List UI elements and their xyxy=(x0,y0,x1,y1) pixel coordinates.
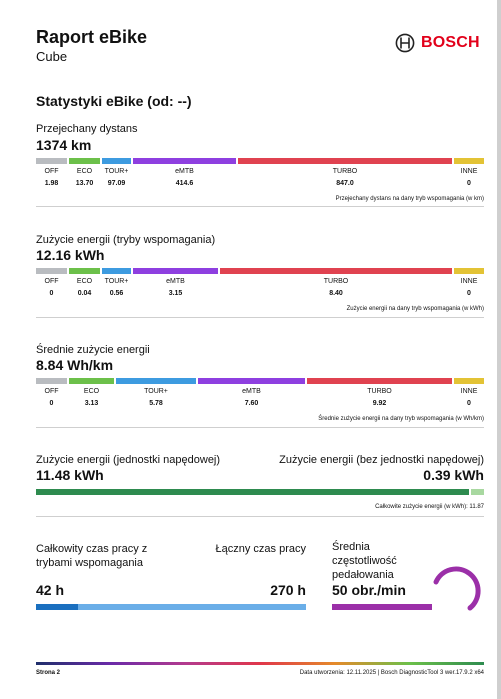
mode-label: ECO xyxy=(76,168,93,175)
mode-bar-inne xyxy=(454,158,484,164)
distance-caption: Przejechany dystans na dany tryb wspomag… xyxy=(335,196,484,202)
mode-bar-inne xyxy=(454,268,484,274)
divider xyxy=(36,516,484,517)
mode-bar-off xyxy=(36,158,67,164)
mode-label: TURBO xyxy=(367,388,392,395)
avg-energy-total: 8.84 Wh/km xyxy=(36,357,114,373)
mode-value: 8.40 xyxy=(329,290,343,297)
cadence-label-line3: pedałowania xyxy=(332,569,394,581)
mode-bar-turbo xyxy=(238,158,452,164)
divider xyxy=(36,427,484,428)
mode-bar-off xyxy=(36,268,67,274)
bosch-logo: BOSCH xyxy=(395,33,480,53)
non-drive-energy-bar xyxy=(471,489,484,495)
mode-value: 0 xyxy=(49,400,54,407)
avg-energy-label: Średnie zużycie energii xyxy=(36,344,150,356)
mode-label: TURBO xyxy=(332,168,358,175)
mode-value: 0 xyxy=(467,290,471,297)
cadence-value: 50 obr./min xyxy=(332,582,406,598)
cadence-gauge xyxy=(433,566,481,611)
mode-bar-turbo xyxy=(307,378,452,384)
mode-bar-eco xyxy=(69,268,100,274)
mode-value: 97.09 xyxy=(107,180,126,187)
mode-bar-emtb xyxy=(133,268,218,274)
footer-info: Data utworzenia: 12.11.2025 | Bosch Diag… xyxy=(299,670,484,676)
mode-bar-emtb xyxy=(198,378,305,384)
total-time-bar xyxy=(36,604,306,610)
mode-value: 0 xyxy=(467,400,471,407)
distance-label: Przejechany dystans xyxy=(36,123,138,135)
mode-label: TOUR+ xyxy=(144,388,168,395)
drive-energy-label: Zużycie energii (jednostki napędowej) xyxy=(36,454,221,466)
mode-label: TURBO xyxy=(323,278,349,285)
mode-bar-turbo xyxy=(220,268,452,274)
bike-name: Cube xyxy=(36,49,68,64)
distance-total: 1374 km xyxy=(36,137,92,153)
mode-label: eMTB xyxy=(175,168,194,175)
mode-bar-eco xyxy=(69,378,114,384)
mode-label: eMTB xyxy=(166,278,185,285)
cadence-bar xyxy=(332,604,432,610)
assist-time-value: 42 h xyxy=(36,582,65,598)
mode-bar-eco xyxy=(69,158,100,164)
assist-time-label-line1: Całkowity czas pracy z xyxy=(36,543,148,555)
total-time-value: 270 h xyxy=(270,582,306,598)
mode-bar-tourplus xyxy=(116,378,196,384)
bosch-armature-icon xyxy=(395,33,415,53)
non-drive-energy-value: 0.39 kWh xyxy=(423,467,484,483)
mode-value: 9.92 xyxy=(372,400,387,407)
mode-value: 0 xyxy=(467,180,471,187)
mode-label: OFF xyxy=(44,278,59,285)
mode-bar-tourplus xyxy=(102,268,131,274)
mode-bar-tourplus xyxy=(102,158,131,164)
total-energy-caption: Całkowite zużycie energii (w kWh): 11.87 xyxy=(375,504,484,510)
cadence-label-line2: częstotliwość xyxy=(332,555,397,567)
mode-value: 13.70 xyxy=(75,180,94,187)
divider xyxy=(36,317,484,318)
mode-label: INNE xyxy=(460,388,478,395)
page-number: Strona 2 xyxy=(36,670,61,676)
mode-label: INNE xyxy=(460,168,478,175)
energy-modes-total: 12.16 kWh xyxy=(36,247,105,263)
avg-energy-caption: Średnie zużycie energii na dany tryb wsp… xyxy=(318,416,484,422)
mode-bar-emtb xyxy=(133,158,236,164)
footer-color-line xyxy=(36,662,484,665)
assist-time-label-line2: trybami wspomagania xyxy=(36,557,143,569)
mode-value: 7.60 xyxy=(244,400,259,407)
cadence-label-line1: Średnia xyxy=(332,541,370,553)
mode-label: ECO xyxy=(83,388,100,395)
report-title: Raport eBike xyxy=(36,27,148,47)
mode-label: OFF xyxy=(44,388,59,395)
assist-time-bar xyxy=(36,604,78,610)
page-edge xyxy=(497,0,501,699)
mode-bar-off xyxy=(36,378,67,384)
mode-value: 5.78 xyxy=(149,400,163,407)
mode-value: 847.0 xyxy=(336,180,354,187)
divider xyxy=(36,206,484,207)
mode-bar-inne xyxy=(454,378,484,384)
energy-modes-label: Zużycie energii (tryby wspomagania) xyxy=(36,234,216,246)
mode-value: 414.6 xyxy=(175,180,194,187)
mode-label: OFF xyxy=(44,168,59,175)
mode-value: 1.98 xyxy=(44,180,59,187)
bosch-wordmark: BOSCH xyxy=(421,34,480,51)
mode-value: 3.15 xyxy=(168,290,183,297)
mode-value: 0.56 xyxy=(109,290,124,297)
mode-label: TOUR+ xyxy=(104,278,129,285)
energy-modes-caption: Zużycie energii na dany tryb wspomagania… xyxy=(346,306,484,312)
non-drive-energy-label: Zużycie energii (bez jednostki napędowej… xyxy=(279,454,484,466)
mode-label: eMTB xyxy=(242,388,261,395)
stats-heading: Statystyki eBike (od: --) xyxy=(36,93,192,109)
mode-value: 0 xyxy=(49,290,54,297)
mode-label: INNE xyxy=(460,278,478,285)
mode-label: TOUR+ xyxy=(104,168,129,175)
mode-value: 0.04 xyxy=(77,290,92,297)
drive-energy-value: 11.48 kWh xyxy=(36,467,104,483)
total-time-label: Łączny czas pracy xyxy=(215,543,306,555)
drive-energy-bar xyxy=(36,489,469,495)
mode-value: 3.13 xyxy=(84,400,99,407)
mode-label: ECO xyxy=(76,278,93,285)
